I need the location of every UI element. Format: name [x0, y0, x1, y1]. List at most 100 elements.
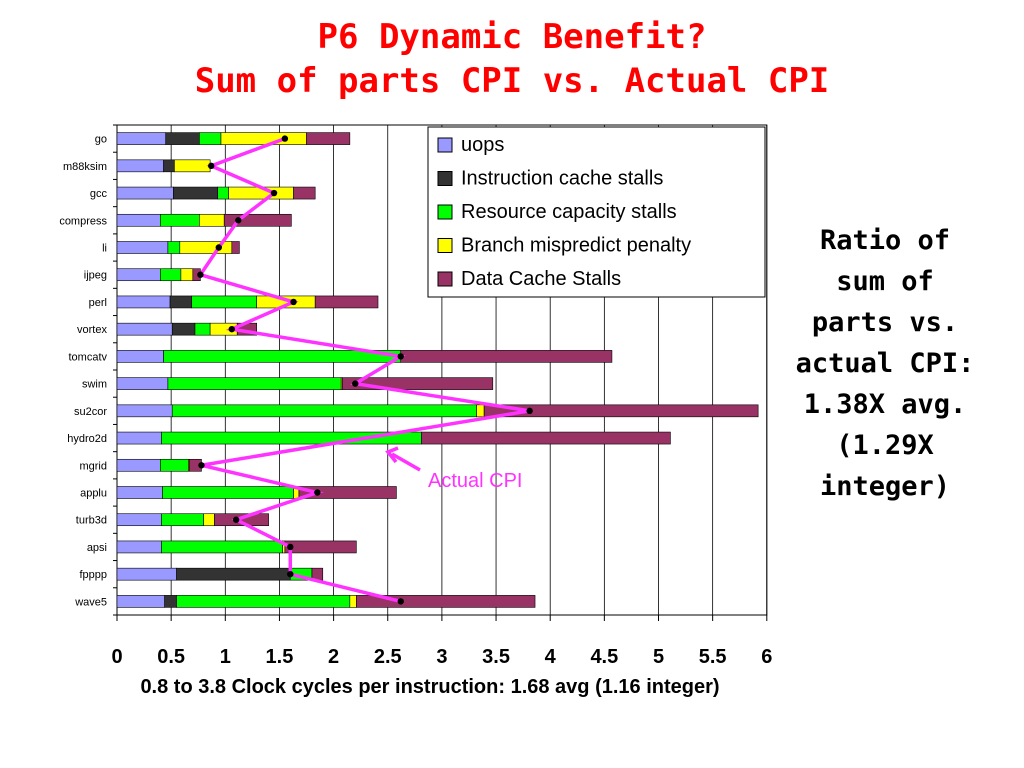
bar-segment	[217, 186, 229, 200]
category-label: applu	[80, 488, 107, 500]
bar-segment	[199, 132, 222, 145]
bar-segment	[116, 486, 163, 499]
annotation-arrow	[391, 452, 421, 472]
actual-cpi-point	[198, 462, 205, 469]
category-label: wave5	[74, 596, 107, 608]
bar-segment	[171, 322, 196, 336]
category-label: perl	[89, 297, 107, 309]
actual-cpi-point	[270, 189, 278, 197]
bar-segment	[164, 595, 177, 608]
bar-segment	[194, 322, 211, 336]
category-label: su2cor	[74, 406, 107, 418]
actual-cpi-point	[314, 489, 321, 496]
legend-swatch	[437, 204, 453, 220]
legend-swatch	[437, 238, 453, 253]
bar-segment	[116, 377, 169, 390]
bar-segment	[162, 486, 294, 499]
actual-cpi-point	[197, 271, 204, 278]
actual-cpi-point	[281, 135, 289, 142]
x-tick-label: 2	[328, 646, 339, 668]
ratio-note: Ratio of sum of parts vs. actual CPI: 1.…	[780, 220, 990, 507]
x-tick-label: 4.5	[590, 646, 618, 668]
x-tick-label: 3.5	[482, 646, 510, 668]
bar-segment	[167, 241, 181, 254]
bar-segment	[483, 404, 759, 418]
bar-segment	[165, 132, 200, 145]
bar-segment	[116, 595, 165, 608]
legend-label: Branch mispredict penalty	[461, 235, 691, 257]
category-label: fpppp	[79, 569, 107, 581]
bar-segment	[116, 268, 161, 282]
ratio-note-line: sum of	[836, 266, 934, 297]
ratio-note-line: integer)	[819, 471, 951, 502]
category-label: li	[102, 243, 107, 255]
bar-segment	[176, 567, 291, 581]
category-label: apsi	[87, 542, 107, 554]
bar-segment	[116, 186, 174, 200]
bar-segment	[349, 595, 357, 608]
category-label: vortex	[77, 324, 107, 336]
category-label: tomcatv	[68, 351, 107, 363]
category-label: hydro2d	[67, 433, 107, 445]
bar-segment	[167, 377, 342, 390]
bar-segment	[116, 540, 162, 554]
ratio-note-line: 1.38X avg.	[803, 389, 967, 420]
bar-segment	[116, 159, 164, 173]
bar-segment	[174, 159, 211, 173]
legend-box	[427, 126, 766, 298]
category-label: go	[95, 134, 107, 146]
category-label: ijpeg	[84, 270, 107, 282]
bar-segment	[421, 431, 671, 445]
actual-cpi-point	[287, 570, 294, 578]
actual-cpi-point	[228, 325, 235, 333]
actual-cpi-point	[235, 217, 242, 224]
x-tick-label: 1.5	[266, 646, 294, 668]
bar-segment	[116, 458, 161, 472]
actual-cpi-point	[397, 598, 404, 605]
bar-segment	[180, 268, 194, 282]
category-label: mgrid	[79, 460, 107, 472]
category-label: m88ksim	[63, 161, 107, 173]
bar-segment	[298, 486, 397, 499]
x-tick-label: 0.5	[157, 646, 185, 668]
bar-segment	[160, 213, 200, 227]
ratio-note-line: (1.29X	[836, 430, 934, 461]
bar-segment	[161, 513, 204, 527]
bar-segment	[169, 295, 193, 309]
bar-segment	[220, 132, 307, 145]
bar-segment	[203, 513, 215, 527]
bar-segment	[231, 241, 240, 254]
bar-segment	[191, 295, 258, 309]
bar-segment	[173, 186, 219, 200]
legend-swatch	[437, 271, 453, 287]
actual-cpi-point	[215, 244, 223, 251]
title-line-1: P6 Dynamic Benefit?	[317, 17, 707, 57]
bar-segment	[199, 213, 225, 227]
category-label: swim	[82, 379, 107, 391]
bar-segment	[160, 268, 182, 282]
bar-segment	[284, 540, 357, 554]
bar-segment	[400, 350, 613, 363]
category-label: turb3d	[76, 515, 107, 527]
legend-label: uops	[461, 134, 504, 156]
actual-cpi-point	[232, 516, 240, 523]
actual-cpi-point	[526, 407, 533, 415]
bar-segment	[116, 241, 169, 254]
actual-cpi-point	[352, 380, 359, 387]
x-tick-label: 3	[436, 646, 447, 668]
bar-segment	[171, 404, 477, 418]
x-tick-label: 5	[653, 646, 664, 668]
bar-segment	[163, 159, 175, 173]
x-tick-label: 2.5	[374, 646, 402, 668]
bar-segment	[293, 186, 316, 200]
x-tick-label: 0	[111, 646, 122, 668]
category-label: compress	[59, 215, 107, 227]
bar-segment	[116, 404, 173, 418]
bar-segment	[116, 295, 171, 309]
bar-segment	[116, 132, 167, 145]
bar-segment	[306, 132, 351, 145]
x-tick-label: 5.5	[699, 646, 727, 668]
legend-label: Resource capacity stalls	[461, 201, 677, 223]
bar-segment	[116, 350, 164, 363]
